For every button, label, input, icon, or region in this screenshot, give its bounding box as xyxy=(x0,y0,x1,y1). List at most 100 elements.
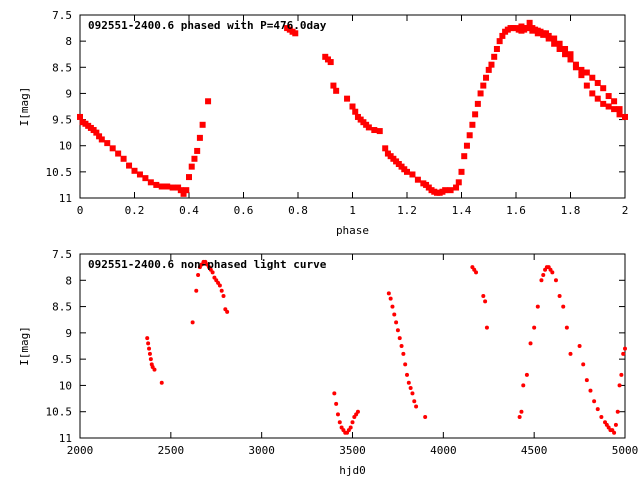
data-point xyxy=(190,320,195,325)
data-point xyxy=(493,45,500,52)
data-point xyxy=(532,325,537,330)
data-point xyxy=(352,108,359,115)
y-tick-label: 11 xyxy=(59,192,72,205)
data-point xyxy=(572,61,579,68)
data-point xyxy=(577,344,582,348)
data-point xyxy=(169,184,176,191)
data-point xyxy=(617,383,622,388)
data-point xyxy=(472,111,479,118)
data-point xyxy=(147,179,154,186)
data-point xyxy=(164,183,171,190)
y-tick-label: 7.5 xyxy=(52,9,72,22)
data-point xyxy=(153,181,160,188)
data-point xyxy=(412,399,417,404)
data-point xyxy=(581,362,586,367)
data-point xyxy=(594,95,601,102)
data-point xyxy=(605,103,612,110)
data-point xyxy=(551,35,558,42)
data-point xyxy=(148,357,153,362)
data-point xyxy=(595,407,600,412)
data-point xyxy=(583,69,590,76)
data-point xyxy=(524,372,529,377)
x-tick-label: 2 xyxy=(622,204,629,217)
data-point xyxy=(219,288,224,293)
data-point xyxy=(535,304,540,309)
data-point xyxy=(77,113,83,120)
data-point xyxy=(371,127,378,134)
data-point xyxy=(553,278,558,283)
y-tick-label: 9 xyxy=(65,87,72,100)
data-point xyxy=(348,425,353,430)
data-point xyxy=(120,155,127,162)
y-tick-label: 10 xyxy=(59,379,72,392)
data-point xyxy=(334,401,339,406)
data-point xyxy=(461,153,468,160)
data-point xyxy=(159,380,164,385)
data-point xyxy=(330,82,337,89)
data-point xyxy=(551,40,558,47)
data-point xyxy=(98,136,105,143)
data-point xyxy=(485,66,492,73)
x-tick-label: 0.8 xyxy=(288,204,308,217)
x-tick-label: 4500 xyxy=(521,444,548,457)
data-point xyxy=(158,183,165,190)
data-point xyxy=(221,294,226,299)
y-tick-label: 10 xyxy=(59,140,72,153)
phased-plot-ticks: 0 0.2 0.4 0.6 0.8 1 1.2 1.4 1.6 1.8 2 7.5 8 8.5 9 9.5 10… xyxy=(46,9,629,217)
y-tick-label: 8 xyxy=(65,274,72,287)
data-point xyxy=(196,134,203,141)
y-tick-label: 10.5 xyxy=(46,166,73,179)
data-point xyxy=(594,79,601,86)
data-point xyxy=(557,294,562,299)
data-point xyxy=(453,184,460,191)
data-point xyxy=(474,100,481,107)
data-point xyxy=(583,82,590,89)
data-point xyxy=(588,388,593,393)
data-point xyxy=(488,61,495,68)
data-point xyxy=(534,30,541,37)
data-point xyxy=(615,409,620,414)
x-tick-label: 1 xyxy=(349,204,356,217)
data-point xyxy=(481,294,486,299)
data-point xyxy=(183,187,190,194)
data-point xyxy=(188,163,195,170)
data-point xyxy=(556,40,563,47)
data-point xyxy=(395,328,400,333)
data-point xyxy=(365,124,372,131)
data-point xyxy=(621,351,626,356)
x-tick-label: 1.4 xyxy=(452,204,472,217)
data-point xyxy=(599,414,604,419)
data-point xyxy=(584,378,589,383)
data-point xyxy=(567,51,574,58)
data-point xyxy=(406,380,411,385)
phased-plot-title: 092551-2400.6 phased with P=476.0day xyxy=(88,19,327,32)
data-point xyxy=(152,367,157,372)
x-tick-label: 0.6 xyxy=(234,204,254,217)
data-point xyxy=(442,187,449,194)
data-point xyxy=(529,27,536,34)
data-point xyxy=(491,53,498,60)
data-point xyxy=(423,414,428,419)
data-point xyxy=(344,95,351,102)
data-point xyxy=(386,291,391,296)
data-point xyxy=(483,299,488,304)
x-tick-label: 3500 xyxy=(339,444,366,457)
data-point xyxy=(613,422,618,427)
data-point xyxy=(177,187,184,194)
x-tick-label: 1.8 xyxy=(561,204,581,217)
data-point xyxy=(463,142,470,149)
data-point xyxy=(409,171,416,178)
y-tick-label: 8.5 xyxy=(52,301,72,314)
light-curve-plot-frame xyxy=(79,253,626,439)
data-point xyxy=(333,87,340,94)
y-tick-label: 10.5 xyxy=(46,406,73,419)
data-point xyxy=(93,129,100,136)
data-point xyxy=(561,304,566,309)
data-point xyxy=(578,72,585,79)
data-point xyxy=(405,372,409,377)
data-point xyxy=(408,386,413,391)
data-point xyxy=(404,168,410,175)
light-curve-plot-points xyxy=(145,259,627,435)
data-point xyxy=(109,145,116,152)
x-tick-label: 4000 xyxy=(430,444,457,457)
